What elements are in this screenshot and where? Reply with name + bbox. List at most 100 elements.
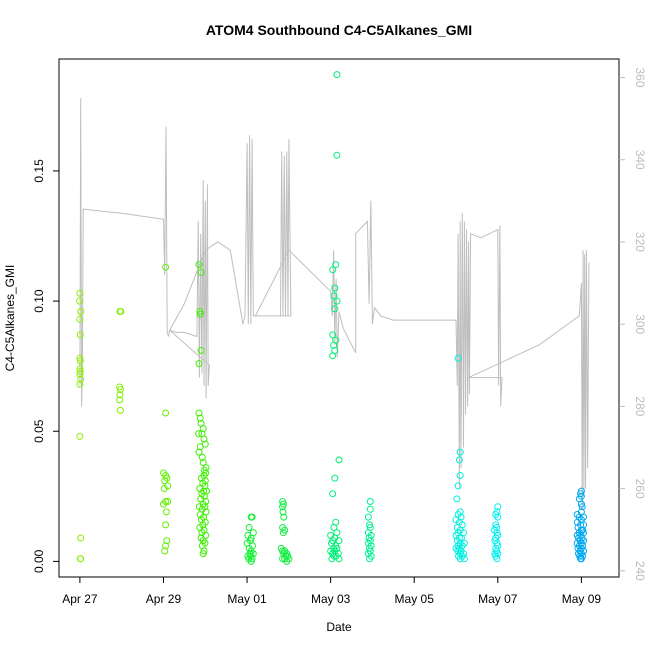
data-point [76,370,84,378]
right-axis-tick-label: 320 [633,232,647,252]
data-point [117,308,125,315]
y-axis-tick-label: 0.00 [32,549,46,573]
data-point [76,331,84,339]
data-point [76,432,84,440]
data-point [454,354,462,362]
x-axis-tick-label: May 09 [562,592,602,606]
data-point [328,555,336,563]
data-point [195,261,203,269]
data-point [331,305,339,313]
x-axis-tick-label: May 05 [395,592,435,606]
data-point [199,459,207,466]
data-point [330,524,338,531]
data-point [333,151,341,159]
data-points-layer [76,71,587,565]
data-point [196,308,204,315]
data-point [456,555,464,563]
data-point [197,347,205,354]
data-point [335,537,343,545]
y-axis-tick-label: 0.05 [32,419,46,443]
data-point [331,474,339,482]
data-point [364,513,372,521]
data-point [76,315,84,323]
data-point [76,297,83,305]
data-point [76,365,84,373]
x-axis-tick-label: May 01 [227,592,267,606]
data-point [77,308,85,315]
data-point [162,409,170,417]
data-point [335,555,343,563]
data-point [455,456,463,464]
data-point [279,503,287,511]
x-axis-label: Date [326,620,352,634]
data-point [460,555,468,563]
data-point [199,425,207,433]
data-point [195,430,203,438]
data-point [161,547,169,555]
data-point [195,409,203,417]
data-point [329,266,337,274]
right-axis-tick-label: 360 [633,67,647,87]
data-point [332,261,340,269]
data-point [578,503,586,511]
data-point [494,513,502,521]
y-axis-label: C4-C5Alkanes_GMI [3,265,17,372]
chart-title: ATOM4 Southbound C4-C5Alkanes_GMI [206,22,472,38]
data-point [493,555,501,563]
data-point [162,508,170,516]
y-axis-tick-label: 0.10 [32,289,46,313]
data-point [162,263,170,271]
right-axis-tick-label: 340 [633,150,647,170]
right-axis: 240 260 280 300 320 340 360 [619,67,647,581]
data-point [279,508,287,516]
data-point [330,341,338,349]
data-point [245,524,253,531]
data-point [161,477,169,485]
data-point [366,555,373,563]
data-point [162,542,170,550]
data-point [329,331,337,339]
data-point [330,292,338,300]
data-point [453,495,461,503]
data-point [76,289,84,297]
data-point [116,396,124,404]
right-axis-tick-label: 300 [633,314,647,334]
data-point [494,503,502,511]
data-point [283,557,291,565]
data-point [454,482,462,490]
data-point [195,448,203,456]
right-axis-tick-label: 240 [633,561,647,581]
data-point [76,354,84,362]
right-axis-tick-label: 280 [633,396,647,416]
x-axis-tick-label: Apr 27 [62,592,98,606]
data-point [196,310,204,318]
y-axis: 0.00 0.05 0.10 0.15 [32,159,60,573]
x-axis-tick-label: Apr 29 [146,592,182,606]
data-point [335,456,343,464]
data-point [195,360,203,368]
data-point [366,498,374,505]
y-axis-tick-label: 0.15 [32,159,46,183]
data-point [248,513,256,521]
data-point [162,521,170,529]
data-point [329,352,337,360]
data-point [577,555,585,563]
data-point [198,453,206,461]
x-axis: Apr 27 Apr 29 May 01 May 03 May 05 May 07 May … [62,576,602,606]
x-axis-tick-label: May 03 [311,592,351,606]
data-point [77,375,85,383]
data-point [76,380,84,388]
data-point [197,268,205,276]
data-point [116,406,124,414]
data-point [279,529,287,537]
x-axis-tick-label: May 07 [478,592,518,606]
data-point [247,557,255,565]
data-point [77,555,85,563]
data-point [199,550,207,558]
data-point [333,297,341,305]
data-point [76,357,84,365]
data-point [333,71,341,79]
data-point [160,485,168,492]
data-point [329,490,337,498]
